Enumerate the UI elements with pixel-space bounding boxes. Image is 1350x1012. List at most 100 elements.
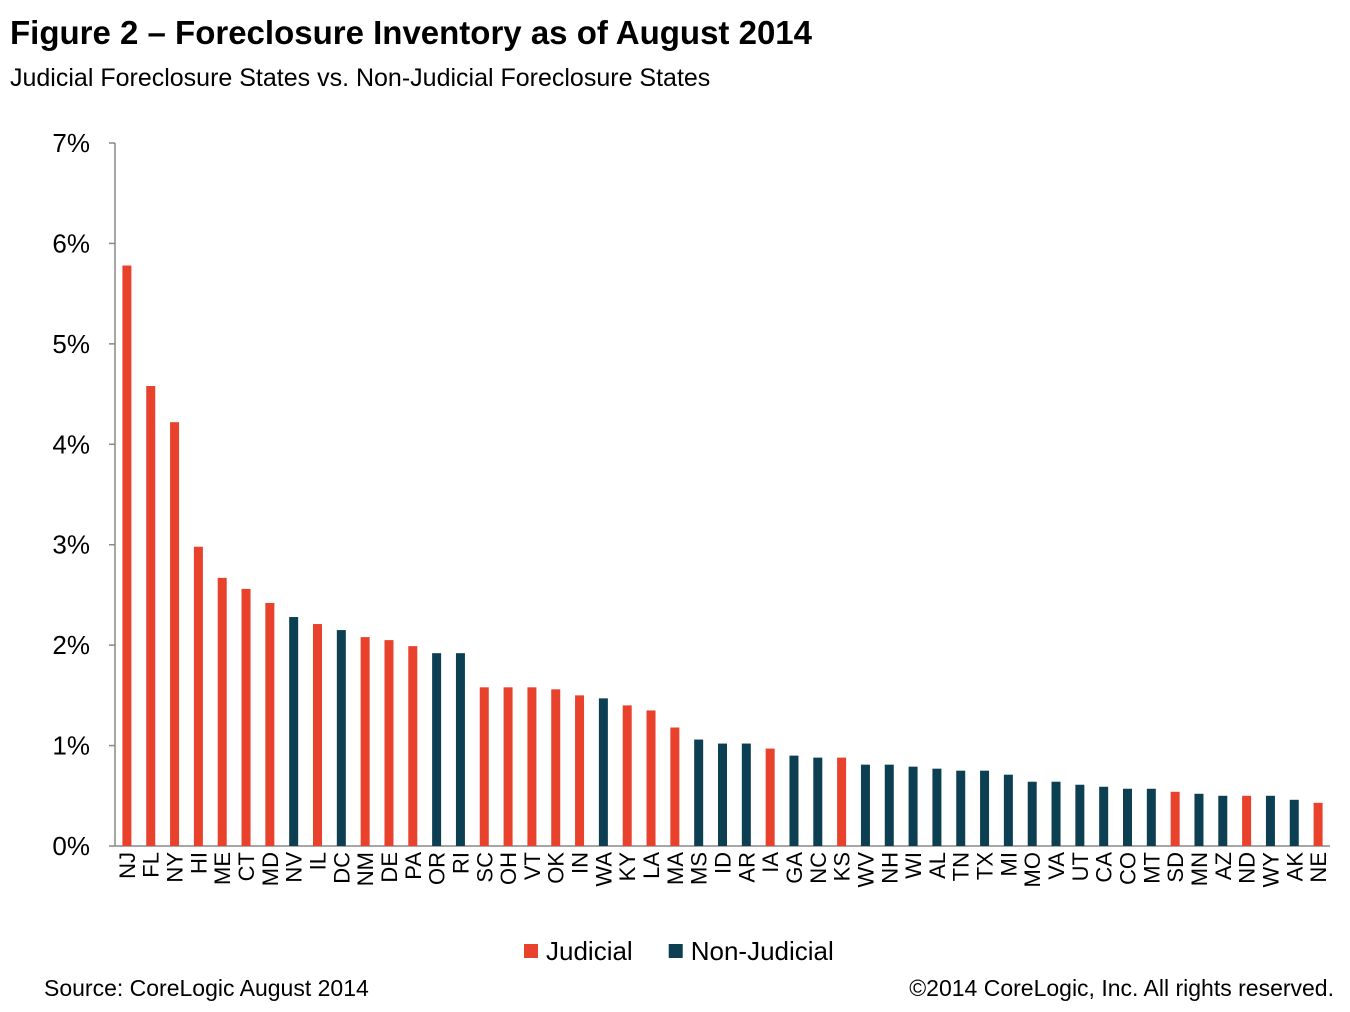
bar <box>241 588 251 846</box>
x-tick-label: NV <box>282 852 307 883</box>
bar <box>1027 781 1037 846</box>
x-tick-label: OR <box>425 852 450 885</box>
y-tick-label: 2% <box>52 630 90 660</box>
chart-subtitle: Judicial Foreclosure States vs. Non-Judi… <box>10 64 710 92</box>
x-tick-label: LA <box>639 852 664 879</box>
x-tick-label: MS <box>687 852 712 885</box>
bar <box>1242 795 1252 846</box>
bar <box>1051 781 1061 846</box>
y-tick-label: 4% <box>52 429 90 459</box>
bar <box>265 602 275 846</box>
bar <box>1075 784 1085 846</box>
x-tick-label: PA <box>401 852 426 880</box>
source-note: Source: CoreLogic August 2014 <box>44 975 369 1001</box>
x-tick-label: FL <box>139 852 164 878</box>
x-tick-label: HI <box>186 852 211 874</box>
x-tick-label: OK <box>544 852 569 884</box>
bar <box>432 653 442 846</box>
bar <box>122 265 132 847</box>
bar <box>741 743 751 846</box>
bar <box>884 764 894 846</box>
bar <box>1194 793 1204 846</box>
x-tick-label: KY <box>615 852 640 882</box>
bar <box>193 546 203 846</box>
bar <box>932 768 942 846</box>
x-tick-label: MA <box>663 852 688 885</box>
bar <box>575 695 585 846</box>
copyright-note: ©2014 CoreLogic, Inc. All rights reserve… <box>909 975 1334 1001</box>
bar <box>837 757 847 846</box>
bar <box>598 698 608 846</box>
y-tick-label: 6% <box>52 228 90 258</box>
x-tick-label: TN <box>949 852 974 881</box>
x-tick-label: UT <box>1068 852 1093 881</box>
x-tick-label: TX <box>973 852 998 880</box>
x-tick-label: NE <box>1306 852 1331 883</box>
bar <box>336 630 346 846</box>
x-tick-label: NY <box>163 852 188 883</box>
x-tick-label: DE <box>377 852 402 883</box>
legend-swatch <box>524 944 538 958</box>
x-tick-label: NC <box>806 852 831 884</box>
bar <box>146 386 156 846</box>
x-tick-label: CO <box>1116 852 1141 885</box>
x-tick-label: IA <box>758 852 783 873</box>
x-tick-label: MN <box>1187 852 1212 886</box>
bar <box>646 710 656 846</box>
legend-label: Judicial <box>546 936 633 966</box>
x-tick-label: CA <box>1092 852 1117 883</box>
x-tick-label: MT <box>1139 852 1164 884</box>
bar <box>503 687 513 846</box>
x-tick-label: WA <box>591 852 616 887</box>
x-tick-label: GA <box>782 852 807 884</box>
bar <box>1218 795 1228 846</box>
x-tick-label: ND <box>1235 852 1260 884</box>
bar <box>765 748 775 846</box>
x-tick-label: MO <box>1020 852 1045 887</box>
y-tick-label: 7% <box>52 128 90 158</box>
x-tick-label: NH <box>877 852 902 884</box>
bar <box>908 766 918 846</box>
x-tick-label: AZ <box>1211 852 1236 880</box>
bar <box>360 637 370 846</box>
bar <box>813 757 823 846</box>
bar <box>670 727 680 846</box>
x-tick-label: MD <box>258 852 283 886</box>
bar <box>479 687 489 846</box>
x-tick-label: SD <box>1163 852 1188 883</box>
x-tick-label: RI <box>448 852 473 874</box>
bar <box>694 739 704 846</box>
x-tick-label: ME <box>210 852 235 885</box>
x-tick-label: SC <box>472 852 497 883</box>
bar <box>1146 788 1156 846</box>
x-tick-label: DC <box>329 852 354 884</box>
x-tick-label: IL <box>306 852 331 870</box>
bar <box>980 770 990 846</box>
bar <box>956 770 966 846</box>
bar <box>1003 774 1013 846</box>
bar <box>527 687 537 846</box>
bar <box>408 646 418 846</box>
bar <box>622 705 632 846</box>
x-tick-label: AR <box>734 852 759 883</box>
x-tick-label: OH <box>496 852 521 885</box>
bar <box>1099 786 1109 846</box>
bar <box>718 743 727 846</box>
x-tick-label: WY <box>1258 852 1283 888</box>
chart-title: Figure 2 – Foreclosure Inventory as of A… <box>10 14 813 51</box>
x-tick-label: VT <box>520 852 545 880</box>
y-tick-label: 1% <box>52 731 90 761</box>
x-tick-label: AK <box>1282 852 1307 882</box>
x-tick-label: AL <box>925 852 950 879</box>
bar <box>1265 795 1275 846</box>
bar <box>860 764 870 846</box>
bar <box>289 617 299 846</box>
x-tick-label: MI <box>996 852 1021 876</box>
bar <box>217 577 227 846</box>
y-tick-label: 0% <box>52 831 90 861</box>
y-tick-label: 3% <box>52 530 90 560</box>
bar <box>1289 799 1299 846</box>
bar <box>170 422 180 846</box>
bar <box>1170 791 1180 846</box>
